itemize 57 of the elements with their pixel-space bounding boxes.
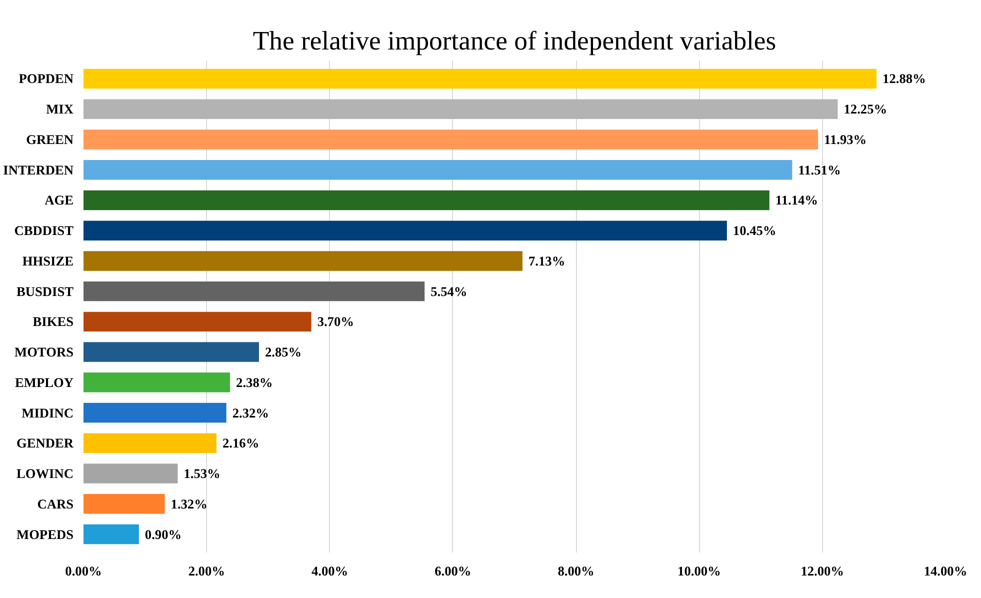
data-label: 11.93% bbox=[824, 132, 867, 147]
bar bbox=[84, 402, 226, 423]
data-label: 0.90% bbox=[144, 526, 182, 542]
data-label: 7.13% bbox=[528, 253, 566, 268]
x-tick-label: 4.00% bbox=[311, 564, 348, 578]
y-tick-label: GREEN bbox=[26, 132, 74, 147]
bar bbox=[84, 464, 178, 484]
x-tick-label: 2.00% bbox=[188, 564, 225, 578]
x-tick-label: 10.00% bbox=[678, 564, 721, 578]
data-label: 5.54% bbox=[430, 284, 468, 299]
bar bbox=[84, 342, 259, 362]
bar bbox=[84, 494, 165, 514]
x-tick-label: 0.00% bbox=[65, 564, 102, 578]
data-label: 11.14% bbox=[775, 192, 818, 208]
y-tick-label: CBDDIST bbox=[14, 223, 74, 238]
y-tick-label: GENDER bbox=[16, 436, 74, 451]
y-tick-label: CARS bbox=[37, 496, 74, 512]
bar bbox=[84, 160, 792, 180]
data-label: 3.70% bbox=[317, 314, 354, 330]
x-tick-label: 12.00% bbox=[800, 564, 844, 578]
data-label: 11.51% bbox=[798, 162, 841, 178]
data-label: 12.25% bbox=[844, 102, 888, 117]
data-label: 12.88% bbox=[882, 71, 926, 86]
x-tick-label: 8.00% bbox=[558, 564, 594, 578]
y-tick-label: BIKES bbox=[32, 314, 74, 330]
bar bbox=[84, 281, 425, 302]
data-label: 1.53% bbox=[184, 466, 220, 482]
x-tick-label: 6.00% bbox=[434, 564, 472, 578]
data-label: 2.16% bbox=[222, 436, 260, 451]
bar bbox=[84, 130, 818, 150]
y-tick-label: MIX bbox=[46, 102, 74, 117]
bar bbox=[84, 433, 216, 454]
data-label: 2.38% bbox=[236, 374, 273, 390]
bar bbox=[84, 312, 312, 332]
bar bbox=[84, 524, 139, 544]
bar bbox=[84, 251, 523, 271]
data-label: 2.32% bbox=[232, 405, 269, 420]
data-label: 2.85% bbox=[264, 344, 302, 360]
chart-title: The relative importance of independent variables bbox=[252, 26, 776, 56]
bar bbox=[84, 372, 230, 392]
y-tick-label: MIDINC bbox=[22, 405, 74, 420]
bar bbox=[84, 99, 838, 119]
y-tick-label: INTERDEN bbox=[3, 162, 74, 178]
y-tick-label: MOTORS bbox=[14, 344, 74, 360]
y-tick-label: LOWINC bbox=[16, 466, 74, 482]
y-tick-label: MOPEDS bbox=[16, 526, 74, 542]
y-tick-label: POPDEN bbox=[18, 71, 74, 86]
y-tick-label: EMPLOY bbox=[15, 374, 74, 390]
bar bbox=[84, 68, 877, 89]
data-label: 10.45% bbox=[732, 223, 776, 238]
data-label: 1.32% bbox=[170, 496, 208, 512]
bar bbox=[84, 190, 770, 210]
y-tick-label: BUSDIST bbox=[16, 284, 74, 299]
bar bbox=[84, 220, 727, 240]
y-tick-label: HHSIZE bbox=[22, 253, 74, 268]
y-tick-label: AGE bbox=[44, 192, 74, 208]
x-tick-label: 14.00% bbox=[924, 564, 968, 578]
